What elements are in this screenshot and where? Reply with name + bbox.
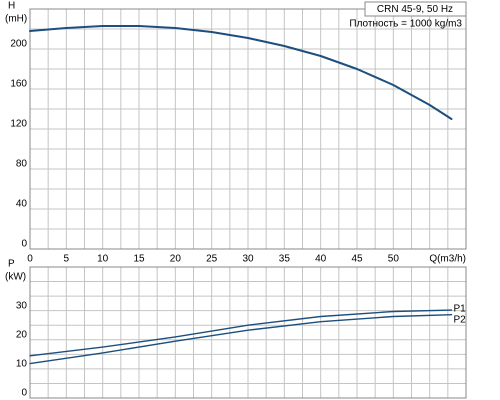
x-tick-label: 45 <box>351 254 363 265</box>
x-tick-label: 40 <box>315 254 327 265</box>
y-tick-label: 30 <box>16 300 28 311</box>
y-axis-unit: (kW) <box>5 272 26 283</box>
series-label: P2 <box>453 314 466 325</box>
y-axis-unit: (mH) <box>5 14 27 25</box>
x-tick-label: 25 <box>206 254 218 265</box>
x-tick-label: 0 <box>27 254 33 265</box>
y-tick-label: 10 <box>16 359 28 370</box>
series-label: P1 <box>453 304 466 315</box>
curve <box>29 314 453 365</box>
y-axis-label: P <box>8 259 15 270</box>
chart-subtitle: Плотность = 1000 kg/m3 <box>349 19 462 30</box>
x-tick-label: 50 <box>388 254 400 265</box>
y-tick-label: 40 <box>16 199 28 210</box>
y-tick-label: 0 <box>21 239 27 250</box>
y-tick-label: 80 <box>16 159 28 170</box>
chart-title: CRN 45-9, 50 Hz <box>377 4 453 15</box>
x-tick-label: 10 <box>97 254 109 265</box>
y-tick-label: 200 <box>10 39 27 50</box>
x-axis-label: Q(m3/h) <box>429 254 466 265</box>
x-tick-label: 30 <box>242 254 254 265</box>
y-tick-label: 160 <box>10 79 27 90</box>
x-tick-label: 20 <box>170 254 182 265</box>
plot-frame <box>29 8 467 250</box>
x-tick-label: 15 <box>133 254 145 265</box>
y-tick-label: 20 <box>16 329 28 340</box>
x-tick-label: 5 <box>64 254 70 265</box>
plot-frame <box>29 266 467 399</box>
title-box <box>364 1 467 17</box>
y-tick-label: 120 <box>10 119 27 130</box>
y-axis-label: H <box>8 1 15 12</box>
curve <box>29 25 453 120</box>
x-tick-label: 35 <box>279 254 291 265</box>
y-tick-label: 0 <box>21 388 27 399</box>
curve <box>29 309 453 357</box>
